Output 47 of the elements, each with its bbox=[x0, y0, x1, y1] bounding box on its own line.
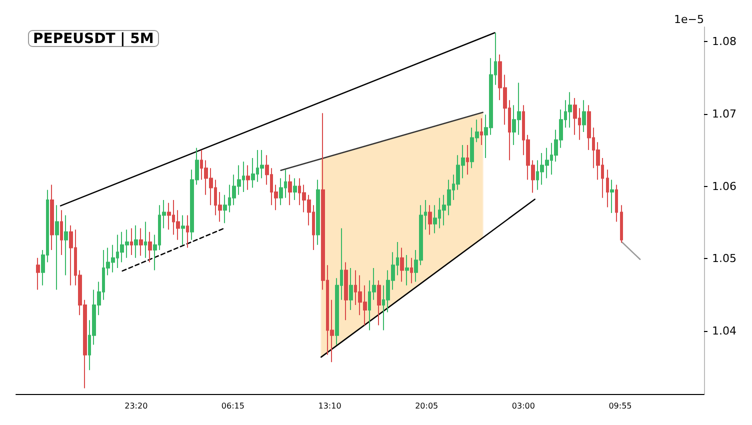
candlestick bbox=[69, 224, 73, 286]
candlestick bbox=[148, 231, 152, 263]
candlestick bbox=[186, 214, 189, 248]
candlestick bbox=[246, 164, 250, 190]
candlestick bbox=[288, 174, 292, 206]
candlestick bbox=[582, 100, 586, 132]
candlestick bbox=[144, 221, 147, 258]
candlestick bbox=[316, 179, 320, 246]
candlestick bbox=[349, 268, 353, 311]
x-tick-label: 13:10 bbox=[318, 402, 342, 410]
candlestick bbox=[130, 228, 133, 256]
y-tick-label: 1.04 bbox=[712, 324, 736, 338]
y-tick-label: 1.08 bbox=[712, 34, 736, 48]
candlestick bbox=[377, 280, 381, 326]
chart-title: PEPEUSDT | 5M bbox=[33, 31, 154, 47]
candlestick bbox=[410, 257, 413, 284]
candlestick bbox=[400, 247, 404, 282]
candlestick bbox=[480, 118, 483, 146]
candlestick bbox=[60, 210, 63, 256]
candlestick bbox=[405, 254, 409, 286]
candlestick bbox=[606, 169, 609, 208]
candlestick bbox=[344, 262, 348, 321]
candlestick bbox=[181, 214, 185, 246]
candlestick bbox=[139, 228, 143, 256]
y-tick-label: 1.06 bbox=[712, 180, 736, 193]
candlestick bbox=[260, 150, 264, 179]
y-tick-label: 1.05 bbox=[712, 252, 736, 266]
candlestick bbox=[64, 214, 68, 276]
x-tick-label: 03:00 bbox=[512, 402, 535, 410]
candlestick bbox=[134, 224, 138, 258]
candlestick bbox=[568, 92, 572, 128]
candlestick bbox=[615, 184, 618, 222]
candlestick bbox=[620, 204, 623, 244]
x-tick-label: 20:05 bbox=[415, 402, 438, 410]
candlestick bbox=[50, 184, 54, 250]
x-tick-label: 06:15 bbox=[221, 402, 244, 410]
candlestick bbox=[293, 178, 297, 201]
x-tick-label: 23:20 bbox=[124, 402, 148, 410]
candlestick bbox=[167, 202, 171, 230]
x-tick-label: 09:55 bbox=[608, 402, 632, 410]
candlestick bbox=[55, 204, 59, 290]
y-tick-label: 1.07 bbox=[712, 107, 736, 120]
candlestick bbox=[428, 204, 432, 236]
candlestick bbox=[466, 144, 469, 176]
candlestick bbox=[36, 257, 40, 290]
y-axis-title: 1e−5 bbox=[674, 13, 704, 26]
candlestick bbox=[610, 179, 614, 214]
